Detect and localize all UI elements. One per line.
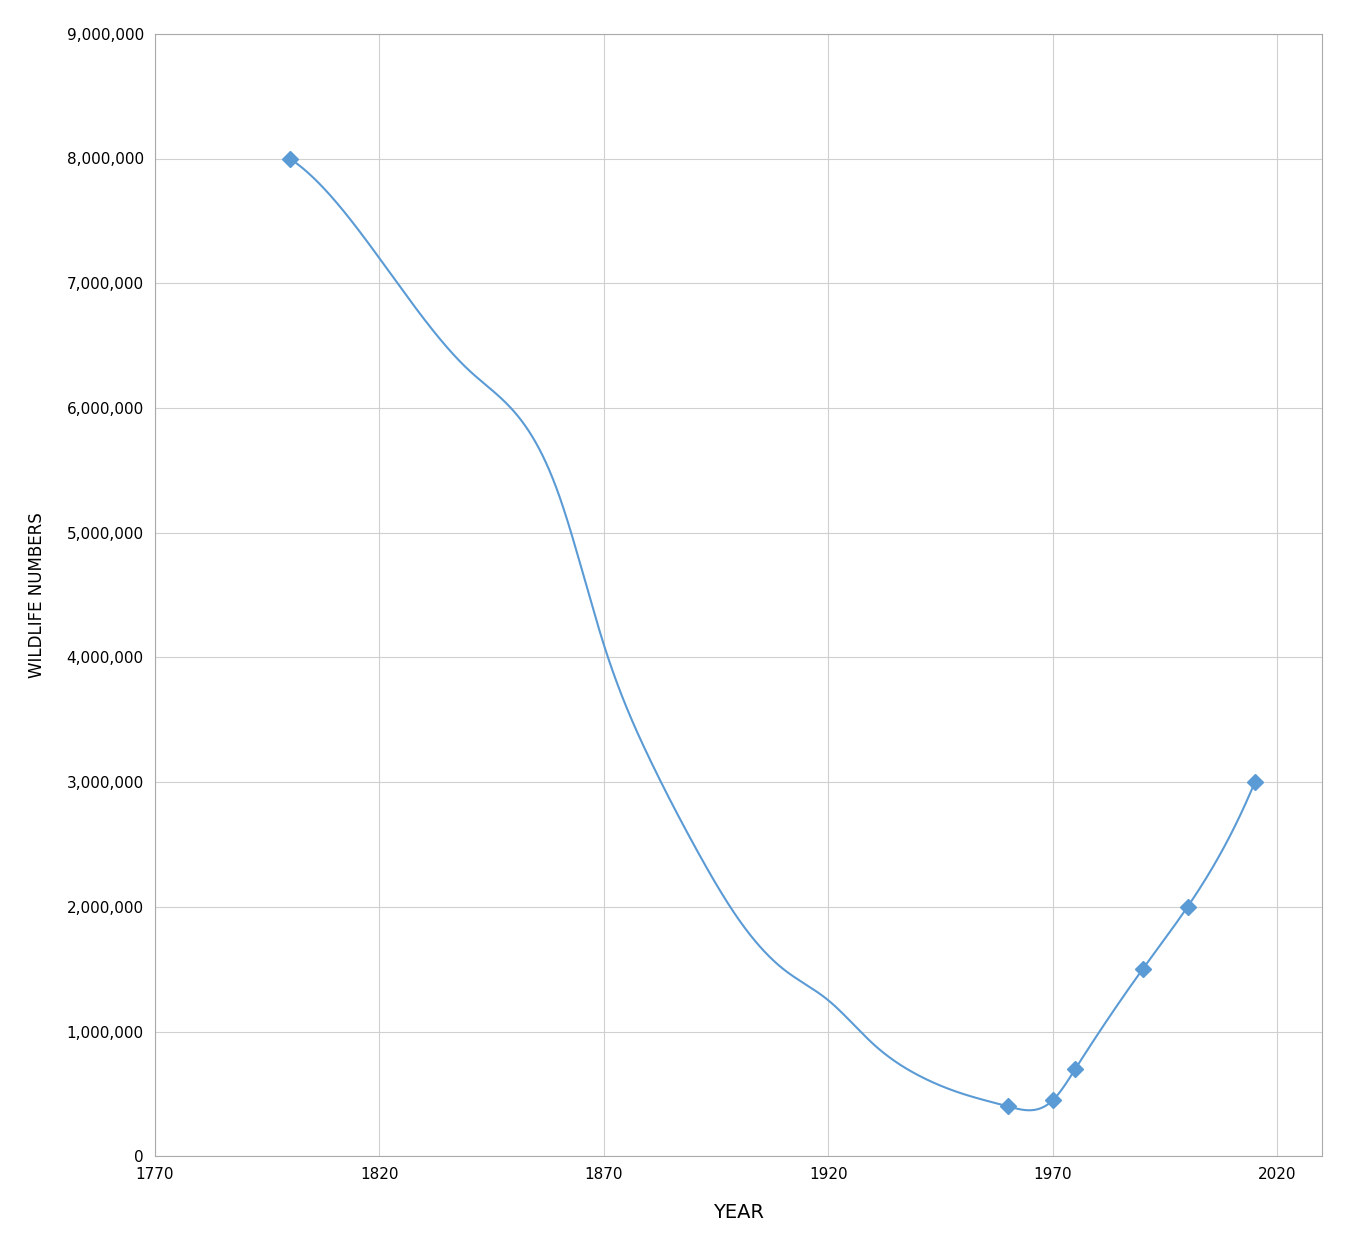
Y-axis label: WILDLIFE NUMBERS: WILDLIFE NUMBERS xyxy=(28,512,46,678)
X-axis label: YEAR: YEAR xyxy=(713,1204,764,1222)
